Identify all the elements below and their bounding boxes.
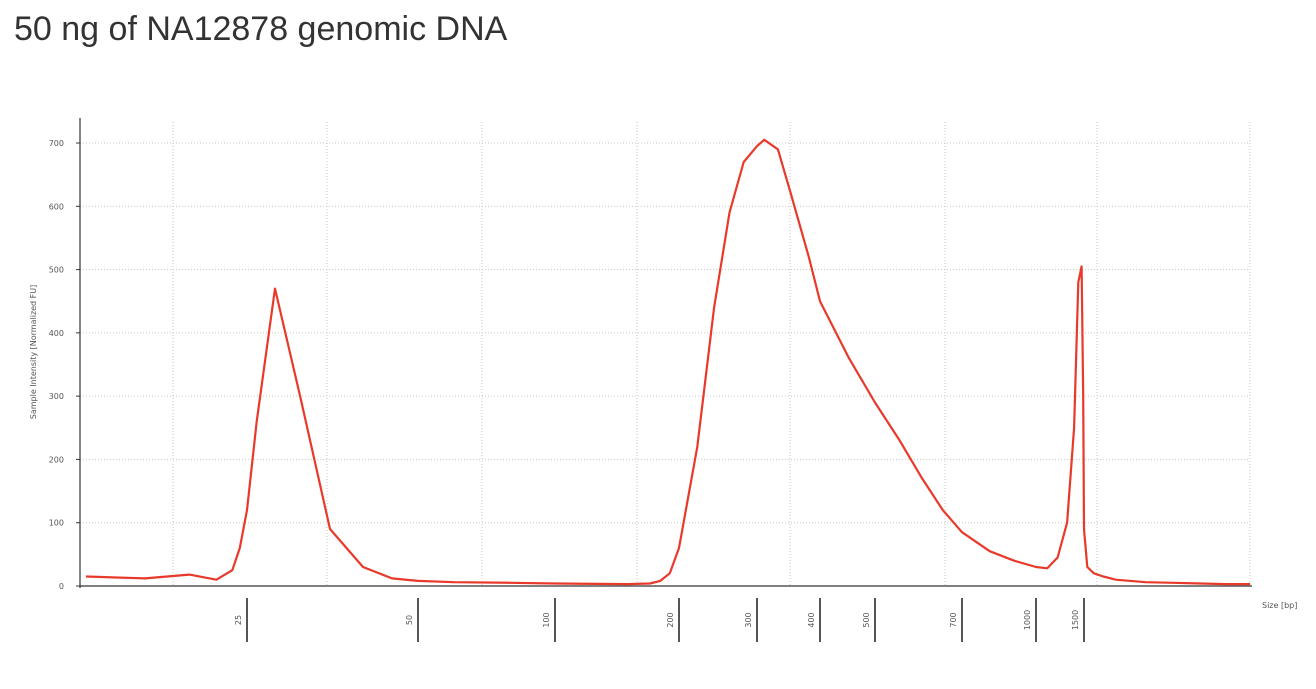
y-tick-label: 400 — [49, 329, 64, 338]
x-tick-label: 1500 — [1071, 610, 1080, 630]
y-axis-label: Sample Intensity [Normalized FU] — [29, 285, 38, 420]
y-tick-label: 100 — [49, 519, 64, 528]
y-tick-label: 200 — [49, 455, 64, 464]
series-line — [85, 138, 1250, 586]
page-title: 50 ng of NA12878 genomic DNA — [14, 10, 508, 48]
x-tick-label: 50 — [405, 615, 414, 625]
y-tick-label: 500 — [49, 266, 64, 275]
x-axis-label: Size [bp] — [1262, 601, 1297, 610]
y-tick-label: 600 — [49, 202, 64, 211]
y-tick-label: 0 — [59, 582, 64, 591]
y-tick-label: 300 — [49, 392, 64, 401]
x-tick-label: 25 — [234, 615, 243, 625]
x-tick-label: 100 — [542, 612, 551, 627]
x-tick-label: 400 — [807, 612, 816, 627]
x-tick-label: 500 — [862, 612, 871, 627]
x-tick-label: 1000 — [1023, 610, 1032, 630]
x-tick-label: 300 — [744, 612, 753, 627]
x-tick-label: 700 — [949, 612, 958, 627]
x-tick-label: 200 — [666, 612, 675, 627]
y-tick-label: 700 — [49, 139, 64, 148]
